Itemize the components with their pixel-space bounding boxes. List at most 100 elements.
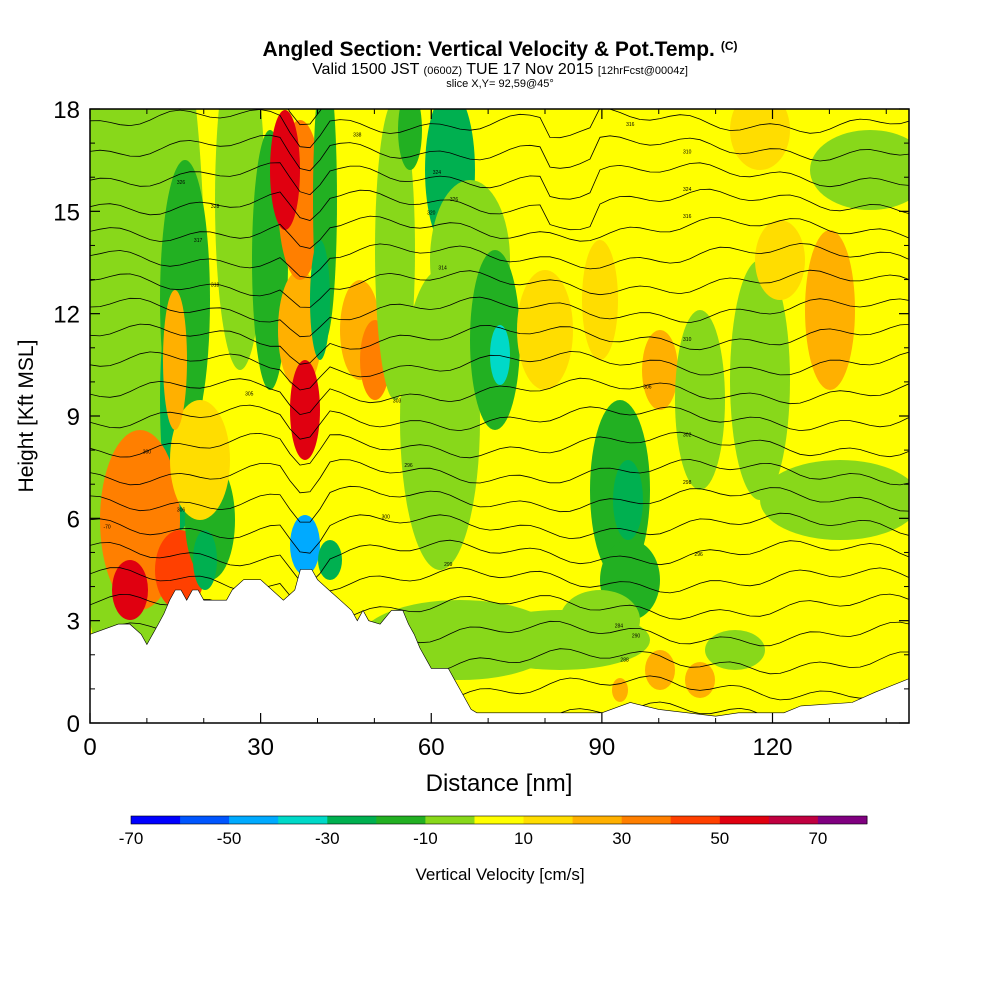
colorbar-swatch — [768, 816, 819, 824]
y-axis: 0 3 6 9 12 15 18 — [53, 97, 909, 738]
chart-title-unit: (C) — [720, 39, 738, 53]
colorbar-swatch — [131, 816, 181, 824]
velocity-cell — [112, 560, 148, 620]
velocity-cell — [560, 590, 640, 650]
colorbar-tick-label: 10 — [514, 829, 533, 848]
colorbar-label: Vertical Velocity [cm/s] — [415, 865, 584, 884]
velocity-cell — [490, 325, 510, 385]
colorbar-swatch — [719, 816, 770, 824]
theta-contour — [90, 404, 909, 440]
x-tick-label: 120 — [752, 734, 792, 761]
velocity-cell — [642, 330, 678, 410]
theta-contour — [90, 566, 909, 612]
theta-contour — [90, 512, 909, 554]
velocity-cell — [760, 460, 909, 540]
theta-contour — [90, 351, 909, 391]
y-tick-label: 12 — [53, 302, 80, 329]
contour-label: 326 — [450, 197, 459, 203]
theta-contour — [90, 323, 909, 365]
forecast-info: [12hrFcst@0004z] — [597, 65, 688, 77]
colorbar-swatch — [180, 816, 230, 824]
contour-label: 288 — [620, 658, 629, 664]
velocity-cell — [613, 460, 643, 540]
colorbar-swatch — [425, 816, 475, 824]
contour-label: 300 — [143, 450, 152, 456]
colorbar-tick-label: 30 — [612, 829, 631, 848]
contour-label: 306 — [177, 508, 186, 514]
velocity-cell — [685, 662, 715, 698]
velocity-cell — [810, 130, 909, 210]
x-tick-label: 0 — [83, 734, 96, 761]
valid-zulu: (0600Z) — [423, 65, 463, 77]
colorbar-tick-label: -10 — [413, 829, 438, 848]
theta-contour — [90, 459, 909, 494]
contour-label: 305 — [245, 392, 254, 398]
colorbar-swatch — [278, 816, 328, 824]
contour-label: 302 — [683, 433, 692, 439]
theta-contour — [90, 539, 909, 584]
colorbar-swatch — [817, 816, 868, 824]
contour-label: 320 — [427, 211, 436, 217]
colorbar-tick-label: -70 — [119, 829, 144, 848]
colorbar-swatch — [621, 816, 672, 824]
y-tick-label: 15 — [53, 199, 80, 226]
theta-contour — [90, 188, 909, 231]
contour-label: 298 — [683, 480, 692, 486]
chart-title: Angled Section: Vertical Velocity & Pot.… — [0, 38, 1000, 62]
y-tick-label: 0 — [67, 711, 80, 738]
y-tick-label: 9 — [67, 404, 80, 431]
x-tick-label: 30 — [247, 734, 274, 761]
plot-area: -70 300 306 317 326 328 318 305 303 296 300 299 338 3… — [90, 109, 909, 723]
theta-contour — [90, 243, 909, 279]
contour-label: 324 — [683, 187, 692, 193]
theta-contour — [90, 162, 909, 200]
contour-label: 318 — [211, 282, 220, 288]
colorbar-swatch — [523, 816, 574, 824]
contour-label: 338 — [353, 132, 362, 138]
velocity-cell — [400, 270, 480, 570]
theta-contour — [90, 485, 909, 523]
y-axis-label: Height [Kft MSL] — [15, 340, 38, 493]
velocity-cell — [193, 530, 217, 590]
theta-contour — [90, 296, 909, 338]
contour-label: 303 — [393, 398, 402, 404]
x-axis-label: Distance [nm] — [426, 770, 573, 797]
contour-label: 299 — [444, 562, 453, 568]
colorbar-swatch — [670, 816, 721, 824]
colorbar: -70 -50 -30 -10 10 30 50 70 — [119, 815, 868, 848]
colorbar-tick-label: -50 — [217, 829, 242, 848]
theta-contour — [90, 269, 909, 308]
velocity-cell — [163, 290, 187, 430]
colorbar-swatch — [572, 816, 623, 824]
contour-label: 306 — [643, 385, 652, 391]
theta-contour — [90, 377, 909, 416]
x-tick-label: 90 — [589, 734, 616, 761]
y-tick-label: 6 — [67, 506, 80, 533]
valid-date: TUE 17 Nov 2015 — [466, 61, 594, 78]
velocity-cell — [730, 260, 790, 500]
x-tick-label: 60 — [418, 734, 445, 761]
colorbar-tick-label: 50 — [710, 829, 729, 848]
velocity-cell — [215, 109, 265, 370]
colorbar-frame — [130, 815, 868, 825]
theta-contour — [90, 109, 909, 149]
contour-label: -70 — [103, 525, 110, 531]
velocity-cell — [805, 230, 855, 390]
colorbar-swatch — [474, 816, 525, 824]
contour-label: 316 — [626, 122, 635, 128]
contour-label: 324 — [433, 170, 442, 176]
theta-contour — [90, 134, 909, 172]
contour-label: 300 — [382, 514, 391, 520]
colorbar-swatch — [327, 816, 377, 824]
contour-label: 296 — [694, 552, 703, 558]
velocity-cell — [675, 310, 725, 490]
contour-label: 317 — [194, 238, 203, 244]
theta-contour — [90, 215, 909, 249]
y-tick-label: 3 — [67, 609, 80, 636]
theta-contour — [90, 431, 909, 466]
colorbar-swatch — [229, 816, 279, 824]
velocity-cell — [755, 220, 805, 300]
contour-label: 296 — [404, 463, 413, 469]
velocity-cell — [310, 240, 330, 360]
